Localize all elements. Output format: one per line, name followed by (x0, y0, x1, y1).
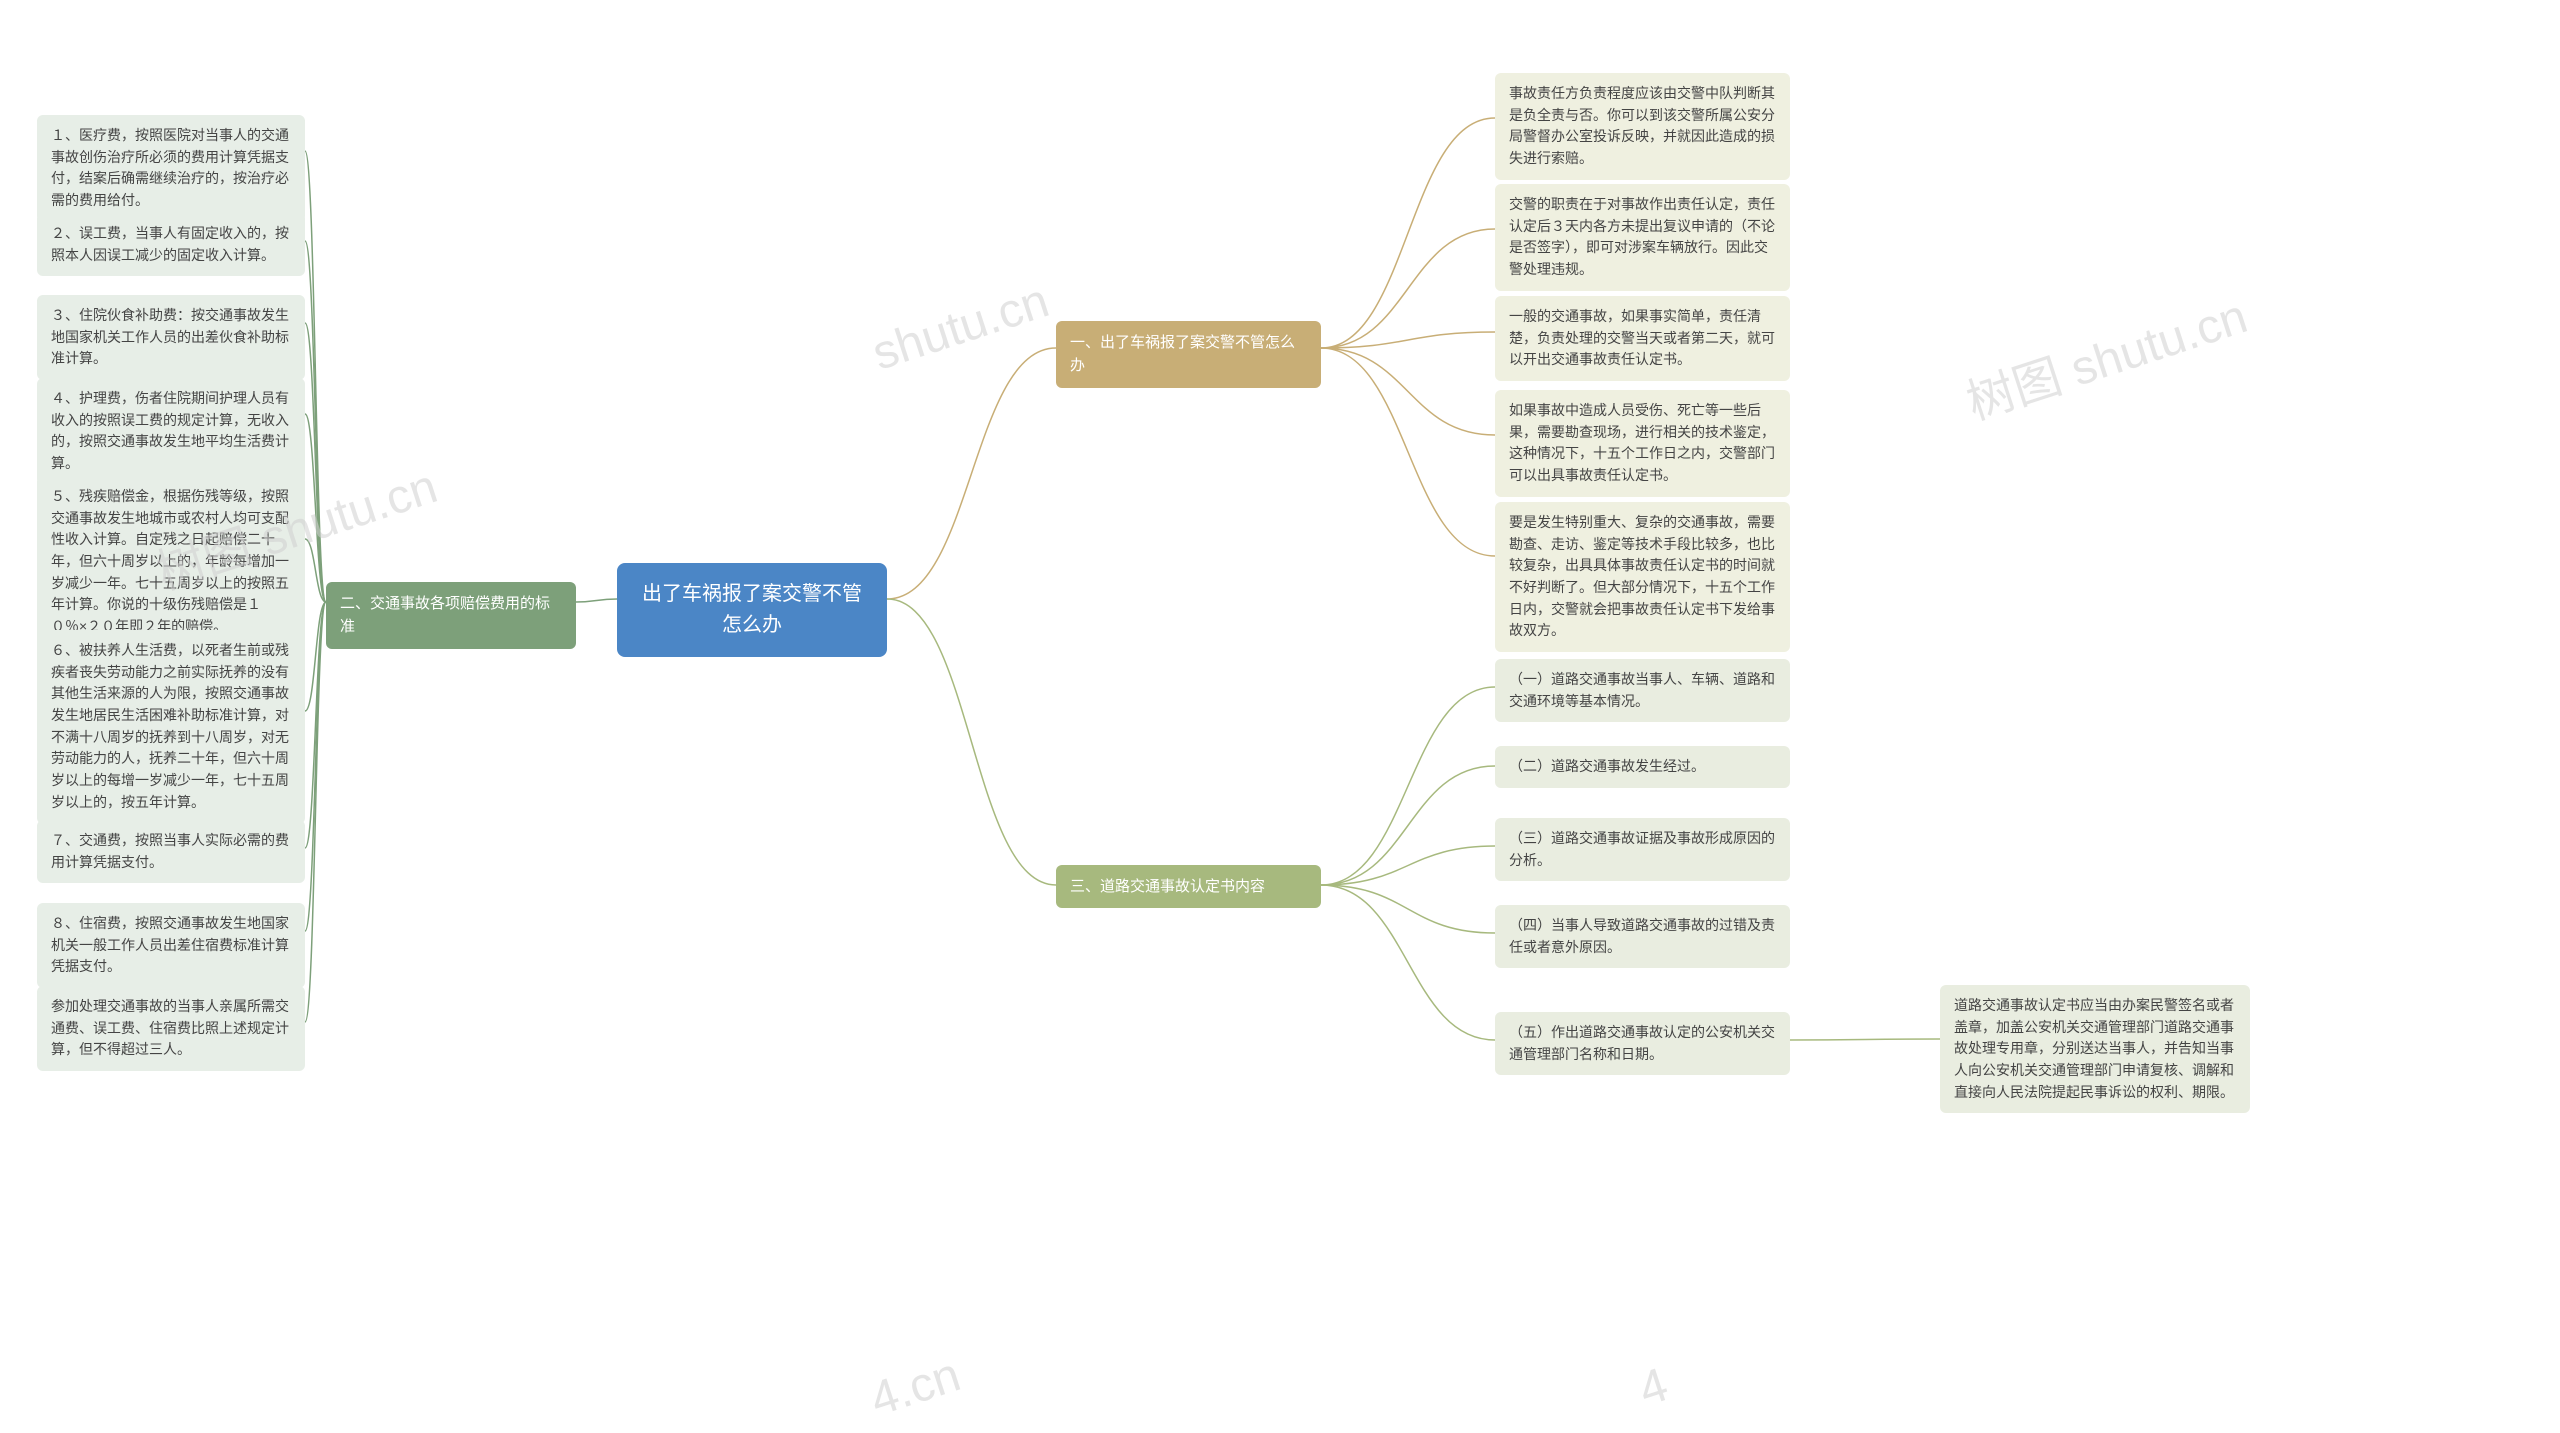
branch-2-leaf: ７、交通费，按照当事人实际必需的费用计算凭据支付。 (37, 820, 305, 883)
watermark: shutu.cn (866, 273, 1056, 381)
branch-3-leaf: （四）当事人导致道路交通事故的过错及责任或者意外原因。 (1495, 905, 1790, 968)
watermark: 4 (1632, 1357, 1674, 1418)
branch-1-leaf: 如果事故中造成人员受伤、死亡等一些后果，需要勘查现场，进行相关的技术鉴定，这种情… (1495, 390, 1790, 497)
branch-1-leaf: 要是发生特别重大、复杂的交通事故，需要勘查、走访、鉴定等技术手段比较多，也比较复… (1495, 502, 1790, 652)
branch-1-leaf: 交警的职责在于对事故作出责任认定，责任认定后３天内各方未提出复议申请的（不论是否… (1495, 184, 1790, 291)
connectors-svg (0, 0, 2560, 1433)
branch-3-leaf: （一）道路交通事故当事人、车辆、道路和交通环境等基本情况。 (1495, 659, 1790, 722)
branch-1-leaf: 事故责任方负责程度应该由交警中队判断其是负全责与否。你可以到该交警所属公安分局警… (1495, 73, 1790, 180)
branch-3: 三、道路交通事故认定书内容 (1056, 865, 1321, 908)
branch-3-leaf: （二）道路交通事故发生经过。 (1495, 746, 1790, 788)
branch-3-leaf: （三）道路交通事故证据及事故形成原因的分析。 (1495, 818, 1790, 881)
branch-2-leaf: ３、住院伙食补助费：按交通事故发生地国家机关工作人员的出差伙食补助标准计算。 (37, 295, 305, 380)
root-node: 出了车祸报了案交警不管怎么办 (617, 563, 887, 657)
branch-2-leaf: ４、护理费，伤者住院期间护理人员有收入的按照误工费的规定计算，无收入的，按照交通… (37, 378, 305, 485)
branch-2: 二、交通事故各项赔偿费用的标准 (326, 582, 576, 649)
branch-2-leaf: ６、被扶养人生活费，以死者生前或残疾者丧失劳动能力之前实际抚养的没有其他生活来源… (37, 630, 305, 824)
branch-3-leaf-sub: 道路交通事故认定书应当由办案民警签名或者盖章，加盖公安机关交通管理部门道路交通事… (1940, 985, 2250, 1113)
watermark: 树图 shutu.cn (1956, 277, 2254, 433)
branch-3-leaf: （五）作出道路交通事故认定的公安机关交通管理部门名称和日期。 (1495, 1012, 1790, 1075)
branch-1-leaf: 一般的交通事故，如果事实简单，责任清楚，负责处理的交警当天或者第二天，就可以开出… (1495, 296, 1790, 381)
branch-2-leaf: ２、误工费，当事人有固定收入的，按照本人因误工减少的固定收入计算。 (37, 213, 305, 276)
branch-2-leaf: ５、残疾赔偿金，根据伤残等级，按照交通事故发生地城市或农村人均可支配性收入计算。… (37, 476, 305, 648)
watermark: 4.cn (864, 1347, 967, 1427)
branch-2-leaf: 参加处理交通事故的当事人亲属所需交通费、误工费、住宿费比照上述规定计算，但不得超… (37, 986, 305, 1071)
branch-1: 一、出了车祸报了案交警不管怎么办 (1056, 321, 1321, 388)
branch-2-leaf: １、医疗费，按照医院对当事人的交通事故创伤治疗所必须的费用计算凭据支付，结案后确… (37, 115, 305, 222)
branch-2-leaf: ８、住宿费，按照交通事故发生地国家机关一般工作人员出差住宿费标准计算凭据支付。 (37, 903, 305, 988)
